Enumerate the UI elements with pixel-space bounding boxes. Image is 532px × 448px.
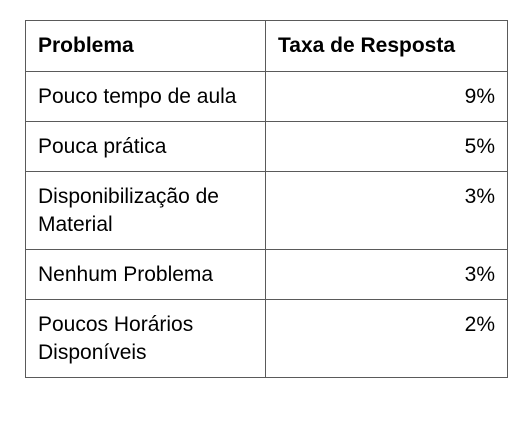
- table-row: Poucos Horários Disponíveis 2%: [25, 299, 508, 378]
- problem-cell: Poucos Horários Disponíveis: [25, 299, 266, 378]
- problem-cell: Pouca prática: [25, 121, 266, 172]
- problem-cell: Pouco tempo de aula: [25, 71, 266, 122]
- rate-cell: 9%: [265, 71, 508, 122]
- rate-cell: 3%: [265, 249, 508, 300]
- header-rate: Taxa de Resposta: [265, 20, 508, 72]
- table-row: Disponibilização de Material 3%: [25, 171, 508, 250]
- rate-cell: 5%: [265, 121, 508, 172]
- problem-cell: Disponibilização de Material: [25, 171, 266, 250]
- rate-cell: 2%: [265, 299, 508, 378]
- table-row: Pouca prática 5%: [25, 121, 508, 172]
- table-header-row: Problema Taxa de Resposta: [25, 20, 508, 72]
- table-row: Nenhum Problema 3%: [25, 249, 508, 300]
- problems-table: Problema Taxa de Resposta Pouco tempo de…: [25, 20, 508, 378]
- header-problem: Problema: [25, 20, 266, 72]
- table-row: Pouco tempo de aula 9%: [25, 71, 508, 122]
- rate-cell: 3%: [265, 171, 508, 250]
- problem-cell: Nenhum Problema: [25, 249, 266, 300]
